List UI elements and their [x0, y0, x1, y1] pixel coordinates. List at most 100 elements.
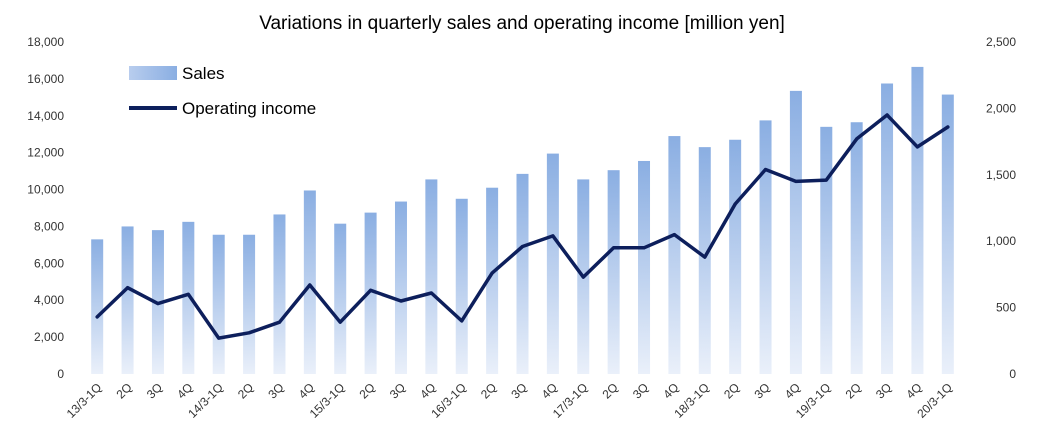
x-axis-tick-label: 4Q — [296, 380, 317, 401]
sales-bar — [881, 83, 894, 374]
x-axis-tick-label: 4Q — [782, 380, 803, 401]
sales-bar — [91, 239, 104, 374]
right-axis-tick-label: 2,000 — [986, 101, 1016, 115]
sales-bar — [364, 212, 377, 374]
sales-bar — [638, 160, 651, 374]
sales-bar — [607, 170, 620, 374]
x-axis-tick-label: 2Q — [357, 380, 378, 401]
x-axis-tick-label: 2Q — [600, 380, 621, 401]
operating-income-point — [429, 291, 433, 295]
sales-bar — [455, 198, 468, 374]
sales-bar — [243, 234, 256, 374]
left-axis-tick-label: 12,000 — [27, 146, 64, 160]
operating-income-point — [885, 113, 889, 117]
sales-bar — [698, 147, 711, 374]
x-axis-tick-label: 4Q — [417, 380, 438, 401]
operating-income-point — [764, 167, 768, 171]
left-axis-tick-label: 14,000 — [27, 109, 64, 123]
x-axis-tick-label: 3Q — [630, 380, 651, 401]
legend-label-sales: Sales — [182, 64, 225, 83]
sales-bar — [911, 66, 924, 375]
sales-bar — [820, 126, 833, 374]
operating-income-point — [855, 137, 859, 141]
x-axis-tick-label: 4Q — [903, 380, 924, 401]
sales-bar — [546, 153, 559, 374]
operating-income-point — [156, 302, 160, 306]
chart-title: Variations in quarterly sales and operat… — [259, 13, 785, 34]
sales-bar — [182, 221, 195, 374]
left-axis-tick-label: 0 — [57, 367, 64, 381]
operating-income-point — [703, 255, 707, 259]
operating-income-point — [733, 202, 737, 206]
operating-income-point — [247, 331, 251, 335]
operating-income-point — [642, 246, 646, 250]
right-axis-tick-label: 1,000 — [986, 234, 1016, 248]
operating-income-point — [794, 179, 798, 183]
left-axis-tick-label: 10,000 — [27, 183, 64, 197]
sales-bar — [729, 139, 742, 374]
x-axis-tick-label: 4Q — [174, 380, 195, 401]
x-axis-tick-label: 3Q — [873, 380, 894, 401]
right-axis-tick-label: 500 — [996, 301, 1016, 315]
left-axis-tick-label: 18,000 — [27, 35, 64, 49]
x-axis-tick-label: 3Q — [265, 380, 286, 401]
operating-income-point — [399, 299, 403, 303]
operating-income-point — [186, 292, 190, 296]
operating-income-point — [521, 245, 524, 249]
left-axis-ticks: 0 2,000 4,000 6,000 8,000 10,000 12,000 14,000 1… — [27, 35, 64, 381]
operating-income-point — [369, 288, 373, 292]
operating-income-point — [277, 320, 281, 324]
x-axis-tick-label: 13/3-1Q — [64, 380, 105, 421]
operating-income-point — [460, 319, 464, 323]
right-axis-tick-label: 0 — [1009, 367, 1016, 381]
sales-bar — [334, 223, 347, 374]
operating-income-point — [217, 336, 221, 340]
left-axis-tick-label: 6,000 — [34, 256, 64, 270]
right-axis-ticks: 0 500 1,000 1,500 2,000 2,500 — [986, 35, 1016, 381]
operating-income-point — [672, 233, 676, 237]
sales-bar — [212, 234, 225, 374]
sales-bar — [516, 173, 529, 374]
sales-bar — [121, 226, 134, 374]
x-axis-tick-label: 2Q — [113, 380, 134, 401]
operating-income-point — [551, 234, 555, 238]
operating-income-point — [490, 271, 494, 275]
right-axis-tick-label: 2,500 — [986, 35, 1016, 49]
sales-bar — [850, 122, 863, 374]
operating-income-point — [338, 320, 342, 324]
operating-income-point — [915, 145, 919, 149]
operating-income-point — [126, 286, 130, 290]
x-axis-tick-label: 2Q — [478, 380, 499, 401]
x-axis-tick-label: 3Q — [387, 380, 408, 401]
x-axis-tick-label: 3Q — [751, 380, 772, 401]
left-axis-tick-label: 4,000 — [34, 293, 64, 307]
x-axis-tick-label: 2Q — [721, 380, 742, 401]
sales-bar — [486, 187, 499, 374]
x-axis-tick-label: 3Q — [144, 380, 165, 401]
operating-income-point — [95, 315, 99, 319]
operating-income-point — [581, 275, 585, 279]
operating-income-line-layer — [95, 113, 950, 340]
x-axis-tick-label: 2Q — [843, 380, 864, 401]
x-axis-tick-label: 2Q — [235, 380, 256, 401]
x-axis-tick-label: 4Q — [660, 380, 681, 401]
sales-bar — [394, 201, 407, 374]
operating-income-point — [308, 283, 312, 287]
legend-label-operating-income: Operating income — [182, 99, 316, 118]
operating-income-point — [612, 246, 616, 250]
x-axis-tick-label: 4Q — [539, 380, 560, 401]
left-axis-tick-label: 2,000 — [34, 330, 64, 344]
operating-income-point — [824, 178, 828, 182]
legend-swatch-sales — [129, 66, 177, 80]
sales-bar — [668, 136, 681, 374]
legend: Sales Operating income — [129, 64, 316, 118]
x-axis-tick-label: 3Q — [508, 380, 529, 401]
left-axis-tick-label: 16,000 — [27, 72, 64, 86]
sales-bar — [759, 120, 772, 374]
sales-bar — [425, 179, 438, 374]
left-axis-tick-label: 8,000 — [34, 219, 64, 233]
operating-income-point — [946, 125, 950, 129]
sales-bar — [941, 94, 954, 375]
sales-bar — [273, 214, 286, 374]
